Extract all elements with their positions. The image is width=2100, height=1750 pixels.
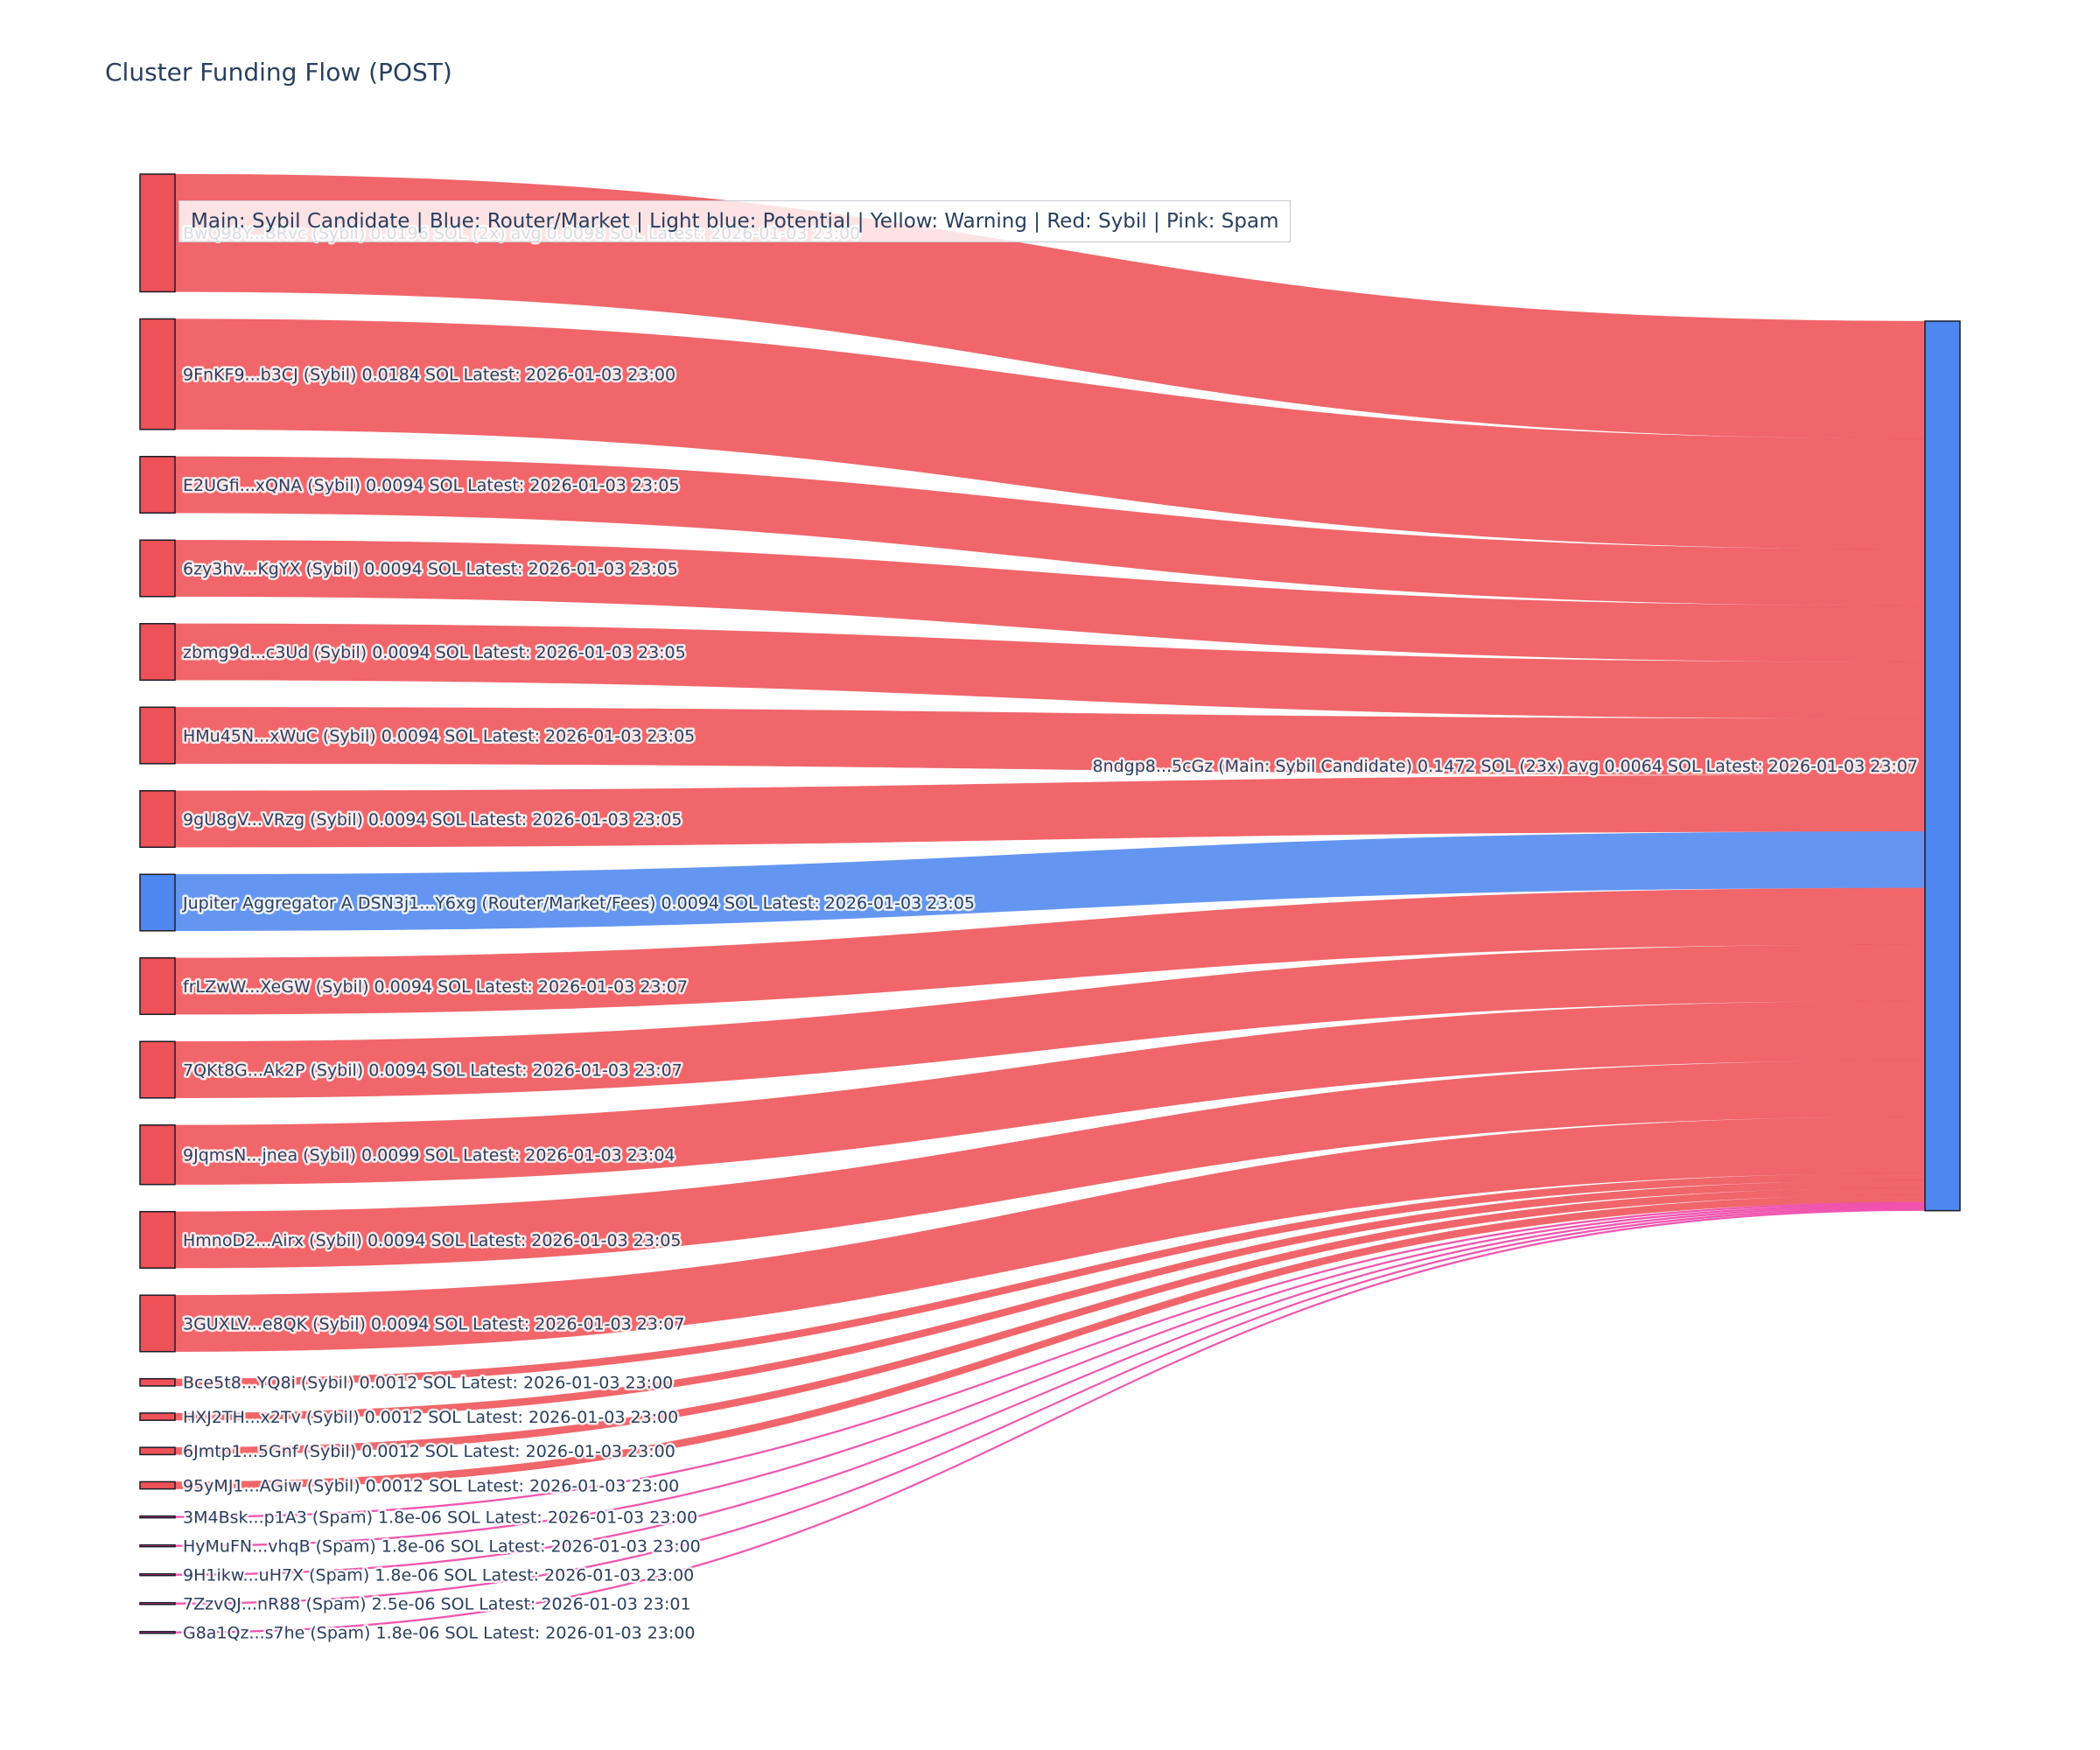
node-label: HMu45N...xWuC (Sybil) 0.0094 SOL Latest:…	[183, 726, 695, 746]
chart-title: Cluster Funding Flow (POST)	[105, 58, 452, 87]
node-label: 6Jmtp1...5Gnf (Sybil) 0.0012 SOL Latest:…	[183, 1442, 676, 1461]
node-label: frLZwW...XeGW (Sybil) 0.0094 SOL Latest:…	[183, 977, 688, 997]
sankey-node[interactable]	[139, 1480, 176, 1490]
node-label: Jupiter Aggregator A DSN3j1...Y6xg (Rout…	[182, 893, 975, 913]
sankey-node[interactable]	[139, 1630, 176, 1634]
sankey-node[interactable]	[139, 1515, 176, 1519]
sankey-node[interactable]	[139, 706, 176, 765]
sankey-node[interactable]	[139, 873, 176, 932]
node-label: 3GUXLV...e8QK (Sybil) 0.0094 SOL Latest:…	[183, 1314, 684, 1334]
sankey-node[interactable]	[139, 1040, 176, 1099]
sankey-node[interactable]	[139, 173, 176, 293]
sankey-node[interactable]	[139, 539, 176, 598]
sankey-node[interactable]	[139, 1601, 176, 1606]
sankey-node[interactable]	[139, 1377, 176, 1387]
sankey-node[interactable]	[139, 1572, 176, 1577]
legend-note: Main: Sybil Candidate | Blue: Router/Mar…	[178, 200, 1292, 242]
sankey-node[interactable]	[139, 1544, 176, 1548]
sankey-node-main[interactable]	[1924, 320, 1961, 1212]
sankey-node[interactable]	[139, 957, 176, 1016]
sankey-node[interactable]	[139, 1210, 176, 1269]
sankey-node[interactable]	[139, 456, 176, 514]
node-label: 9JqmsN...jnea (Sybil) 0.0099 SOL Latest:…	[183, 1146, 676, 1166]
node-label: 9FnKF9...b3CJ (Sybil) 0.0184 SOL Latest:…	[183, 365, 676, 384]
node-label: zbmg9d...c3Ud (Sybil) 0.0094 SOL Latest:…	[183, 643, 686, 662]
sankey-node[interactable]	[139, 790, 176, 849]
sankey-links	[174, 173, 1926, 1634]
sankey-node[interactable]	[139, 1412, 176, 1421]
node-label: E2UGfi...xQNA (Sybil) 0.0094 SOL Latest:…	[183, 476, 680, 495]
sankey-node[interactable]	[139, 1446, 176, 1456]
sankey-nodes	[139, 173, 1961, 1634]
sankey-node[interactable]	[139, 318, 176, 430]
node-label: 3M4Bsk...p1A3 (Spam) 1.8e-06 SOL Latest:…	[183, 1508, 697, 1527]
sankey-node[interactable]	[139, 623, 176, 682]
node-label: G8a1Qz...s7he (Spam) 1.8e-06 SOL Latest:…	[183, 1623, 695, 1642]
node-label-main: 8ndgp8...5cGz (Main: Sybil Candidate) 0.…	[1092, 757, 1918, 776]
node-label: HyMuFN...vhqB (Spam) 1.8e-06 SOL Latest:…	[183, 1536, 701, 1556]
node-label: 95yMJ1...AGiw (Sybil) 0.0012 SOL Latest:…	[183, 1476, 679, 1495]
node-label: Bce5t8...YQ8i (Sybil) 0.0012 SOL Latest:…	[183, 1374, 673, 1393]
node-label: HXJ2TH...x2Tv (Sybil) 0.0012 SOL Latest:…	[183, 1408, 678, 1427]
sankey-node[interactable]	[139, 1124, 176, 1186]
node-label: 9H1ikw...uH7X (Spam) 1.8e-06 SOL Latest:…	[183, 1565, 694, 1585]
node-label: 7QKt8G...Ak2P (Sybil) 0.0094 SOL Latest:…	[183, 1060, 682, 1080]
sankey-node[interactable]	[139, 1294, 176, 1353]
node-label: 6zy3hv...KgYX (Sybil) 0.0094 SOL Latest:…	[183, 559, 678, 578]
node-label: 7ZzvQJ...nR88 (Spam) 2.5e-06 SOL Latest:…	[183, 1594, 691, 1614]
node-label: HmnoD2...Airx (Sybil) 0.0094 SOL Latest:…	[183, 1231, 681, 1250]
node-label: 9gU8gV...VRzg (Sybil) 0.0094 SOL Latest:…	[183, 810, 682, 830]
